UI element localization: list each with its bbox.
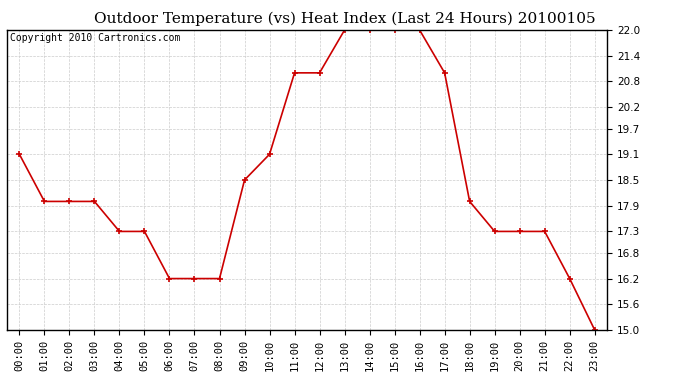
Text: Copyright 2010 Cartronics.com: Copyright 2010 Cartronics.com (10, 33, 180, 43)
Text: Outdoor Temperature (vs) Heat Index (Last 24 Hours) 20100105: Outdoor Temperature (vs) Heat Index (Las… (95, 11, 595, 26)
